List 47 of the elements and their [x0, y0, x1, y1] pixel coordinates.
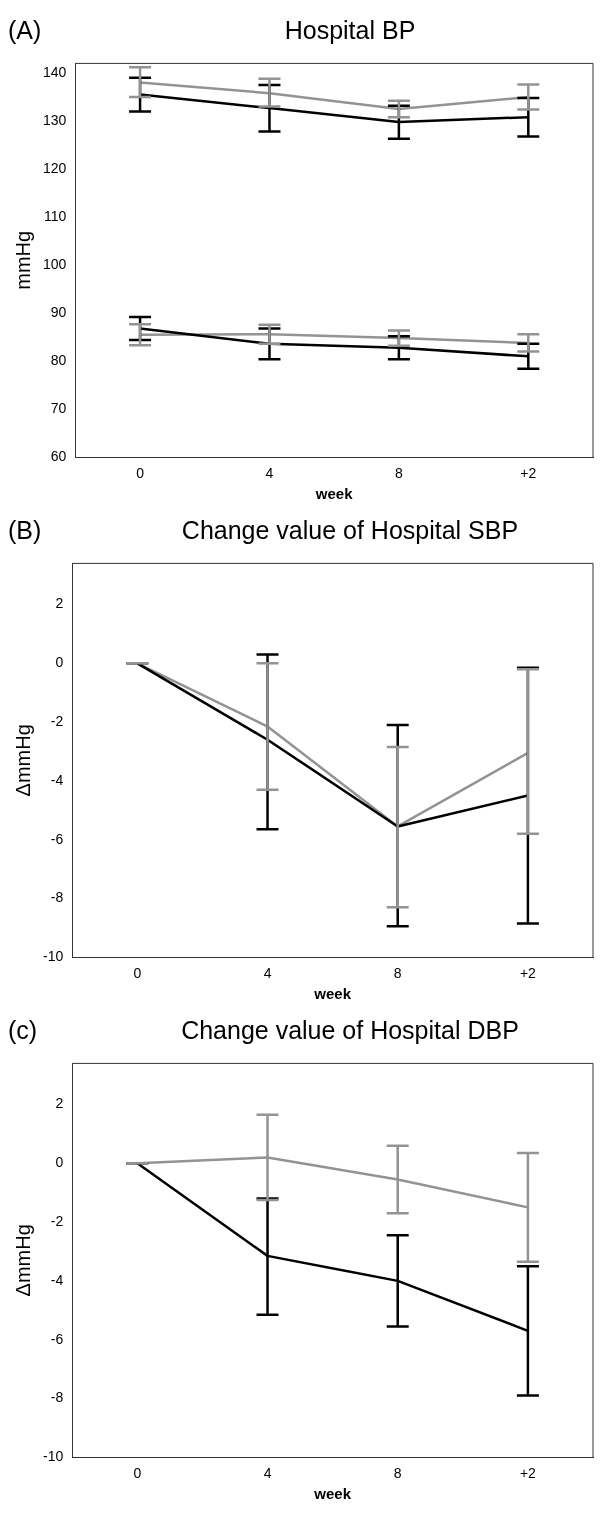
y-tick-label: 130 — [43, 111, 67, 128]
y-tick-label: -4 — [50, 771, 64, 788]
y-tick-label: -2 — [50, 1212, 64, 1229]
y-tick-label: 60 — [50, 448, 67, 465]
x-tick-label: 8 — [393, 1465, 402, 1482]
y-tick-label: -8 — [50, 1389, 64, 1406]
y-tick-label: -6 — [50, 830, 64, 847]
y-tick-label: -4 — [50, 1271, 64, 1288]
text: (B) — [8, 515, 42, 544]
y-tick-label: 110 — [44, 207, 67, 224]
x-tick-label: +2 — [520, 465, 537, 482]
y-tick-label: -10 — [43, 948, 64, 965]
x-tick-label: 8 — [394, 465, 403, 482]
x-axis-title: week — [313, 985, 352, 1003]
x-tick-label: 4 — [263, 965, 272, 982]
y-axis-title: ΔmmHg — [11, 1224, 34, 1297]
chart-title: Change value of Hospital DBP — [180, 1015, 520, 1045]
x-tick-label: 0 — [133, 965, 142, 982]
y-tick-label: 90 — [50, 303, 67, 320]
y-tick-label: -8 — [50, 889, 64, 906]
x-tick-label: +2 — [519, 1465, 537, 1482]
y-tick-label: 100 — [43, 255, 67, 272]
x-tick-label: 4 — [263, 1465, 272, 1482]
y-tick-label: -2 — [50, 712, 64, 729]
y-axis-title: ΔmmHg — [11, 724, 34, 797]
y-tick-label: -10 — [43, 1448, 64, 1465]
chart-title: Change value of Hospital SBP — [180, 515, 520, 545]
y-tick-label: 70 — [50, 400, 67, 417]
y-tick-label: -6 — [50, 1330, 64, 1347]
text: (c) — [8, 1015, 38, 1044]
x-tick-label: 8 — [393, 965, 402, 982]
chart-title: Hospital BP — [283, 15, 417, 45]
y-tick-label: 0 — [55, 1154, 64, 1171]
x-tick-label: +2 — [519, 965, 537, 982]
y-tick-label: 0 — [55, 654, 64, 671]
x-axis-title: week — [314, 485, 354, 503]
x-axis-title: week — [313, 1485, 352, 1503]
y-tick-label: 2 — [55, 595, 64, 612]
y-tick-label: 2 — [55, 1095, 64, 1112]
x-tick-label: 4 — [265, 465, 274, 482]
x-tick-label: 0 — [133, 1465, 142, 1482]
y-tick-label: 120 — [43, 159, 67, 176]
x-tick-label: 0 — [136, 465, 145, 482]
y-tick-label: 140 — [43, 63, 67, 80]
y-axis-title: mmHg — [11, 230, 34, 290]
text: (A) — [8, 15, 42, 44]
y-tick-label: 80 — [50, 352, 67, 369]
